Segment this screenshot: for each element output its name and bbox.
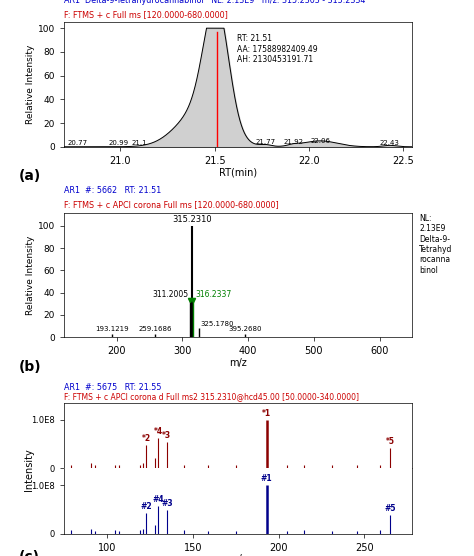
Text: #1: #1 bbox=[261, 474, 273, 483]
Text: #3: #3 bbox=[161, 499, 173, 508]
Text: 311.2005: 311.2005 bbox=[152, 290, 188, 299]
Text: 20.99: 20.99 bbox=[109, 140, 128, 146]
Text: #4: #4 bbox=[153, 495, 164, 504]
Text: *3: *3 bbox=[163, 431, 172, 440]
X-axis label: m/z: m/z bbox=[229, 554, 247, 556]
Text: 395.2680: 395.2680 bbox=[228, 326, 262, 332]
Text: *5: *5 bbox=[385, 437, 394, 446]
Text: 193.1219: 193.1219 bbox=[95, 326, 129, 332]
Text: AR1  #: 5662   RT: 21.51: AR1 #: 5662 RT: 21.51 bbox=[64, 186, 161, 196]
Text: F: FTMS + c APCI corona Full ms [120.0000-680.0000]: F: FTMS + c APCI corona Full ms [120.000… bbox=[64, 200, 279, 209]
Text: F: FTMS + c APCI corona d Full ms2 315.2310@hcd45.00 [50.0000-340.0000]: F: FTMS + c APCI corona d Full ms2 315.2… bbox=[64, 393, 359, 401]
Text: AR1  #: 5675   RT: 21.55: AR1 #: 5675 RT: 21.55 bbox=[64, 384, 162, 393]
Text: RT: 21.51
AA: 17588982409.49
AH: 2130453191.71: RT: 21.51 AA: 17588982409.49 AH: 2130453… bbox=[237, 34, 318, 64]
Text: #5: #5 bbox=[384, 504, 396, 513]
Text: (c): (c) bbox=[18, 550, 40, 556]
Text: Intensity: Intensity bbox=[24, 449, 35, 491]
Text: (b): (b) bbox=[18, 360, 41, 374]
Text: 22.06: 22.06 bbox=[310, 138, 330, 145]
Text: *4: *4 bbox=[154, 428, 163, 436]
Text: 316.2337: 316.2337 bbox=[195, 290, 231, 299]
Y-axis label: Relative Intensity: Relative Intensity bbox=[26, 235, 35, 315]
Text: F: FTMS + c Full ms [120.0000-680.0000]: F: FTMS + c Full ms [120.0000-680.0000] bbox=[64, 10, 228, 19]
Y-axis label: Relative Intensity: Relative Intensity bbox=[26, 45, 35, 124]
Text: 21.92: 21.92 bbox=[284, 139, 304, 145]
Text: 21.1: 21.1 bbox=[131, 140, 147, 146]
Text: NL:
2.13E9
Delta-9-
Tetrahyd
rocanna
binol: NL: 2.13E9 Delta-9- Tetrahyd rocanna bin… bbox=[419, 214, 453, 275]
Text: #2: #2 bbox=[141, 503, 152, 512]
Text: *1: *1 bbox=[262, 409, 271, 418]
X-axis label: m/z: m/z bbox=[229, 358, 247, 368]
Text: 325.1780: 325.1780 bbox=[200, 321, 234, 326]
Text: AR1  Delta-9-Tetrahydrocannabinol   NL: 2.13E9   m/z: 315.2303 - 315.2334: AR1 Delta-9-Tetrahydrocannabinol NL: 2.1… bbox=[64, 0, 365, 5]
Text: *2: *2 bbox=[142, 434, 151, 443]
Text: 20.77: 20.77 bbox=[67, 140, 87, 146]
X-axis label: RT(min): RT(min) bbox=[219, 167, 257, 177]
Text: 22.43: 22.43 bbox=[380, 140, 400, 146]
Text: 21.77: 21.77 bbox=[255, 139, 275, 145]
Text: 315.2310: 315.2310 bbox=[173, 215, 212, 224]
Text: (a): (a) bbox=[18, 169, 41, 183]
Text: 259.1686: 259.1686 bbox=[139, 326, 172, 332]
